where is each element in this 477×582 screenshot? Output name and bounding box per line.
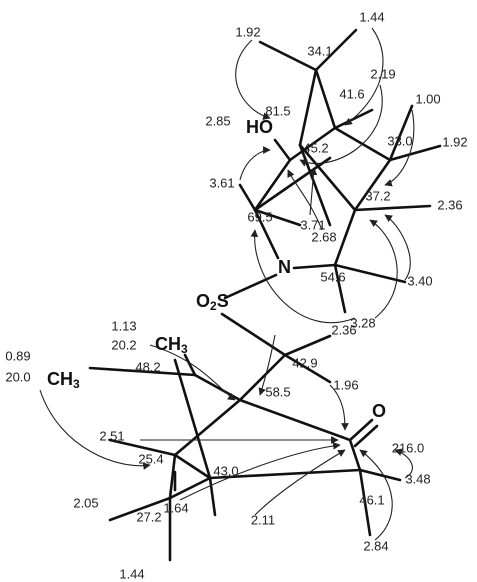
methyl-upper-sub: 3 bbox=[181, 342, 188, 356]
hydroxyl: HO bbox=[246, 117, 273, 137]
shift-label: 1.13 bbox=[111, 318, 136, 333]
shift-label: 69.5 bbox=[247, 209, 272, 224]
shift-label: 1.64 bbox=[163, 500, 188, 515]
methyl-upper-main: CH bbox=[155, 334, 181, 354]
methyl-left: CH3 bbox=[47, 369, 80, 391]
shift-label: 2.36 bbox=[437, 197, 462, 212]
shift-label: 48.2 bbox=[135, 359, 160, 374]
nitrogen: N bbox=[278, 257, 291, 277]
shift-label: 2.51 bbox=[99, 428, 124, 443]
shift-label: 1.44 bbox=[119, 566, 144, 581]
page: {"hydroxyl": "HO", "nitrogen": "N", "sul… bbox=[0, 0, 477, 582]
shift-label: 2.68 bbox=[311, 229, 336, 244]
shift-label: 46.1 bbox=[359, 492, 384, 507]
shift-label: 0.89 bbox=[5, 348, 30, 363]
shift-label: 1.44 bbox=[359, 9, 384, 24]
shift-label: 33.0 bbox=[387, 133, 412, 148]
shift-label: 2.19 bbox=[370, 66, 395, 81]
methyl-left-main: CH bbox=[47, 369, 73, 389]
shift-label: 45.2 bbox=[303, 140, 328, 155]
shift-label: 1.96 bbox=[333, 377, 358, 392]
shift-label: 81.5 bbox=[265, 103, 290, 118]
shift-label: 54.6 bbox=[320, 269, 345, 284]
shift-label: 41.6 bbox=[339, 86, 364, 101]
shift-label: 27.2 bbox=[136, 509, 161, 524]
shift-label: 42.9 bbox=[292, 355, 317, 370]
shift-label: 1.00 bbox=[415, 91, 440, 106]
shift-label: 25.4 bbox=[138, 451, 163, 466]
shift-label: 20.0 bbox=[5, 369, 30, 384]
structure-diagram: HO N O2S CH3 CH3 O 1.921.4434.12.1941.61… bbox=[0, 0, 477, 582]
top-shift-labels: 1.92 1.44 34.1 2.19 41.6 1.00 2.85 81.5 1.92 33.0… bbox=[205, 9, 467, 330]
shift-label: 2.36 bbox=[331, 322, 356, 337]
shift-label: 216.0 bbox=[392, 440, 425, 455]
shift-label: 1.92 bbox=[442, 134, 467, 149]
bottom-shift-labels: 1.13 20.2 2.36 0.89 20.0 48.2 42.9 1.96 58.5 2.51… bbox=[5, 318, 430, 581]
sulfonyl: O2S bbox=[196, 291, 229, 313]
carbonyl-oxygen: O bbox=[372, 401, 386, 421]
shift-label: 58.5 bbox=[265, 384, 290, 399]
sulfonyl-s: S bbox=[217, 291, 229, 311]
shift-label: 2.84 bbox=[363, 538, 388, 553]
shift-label: 2.11 bbox=[251, 512, 275, 527]
shift-label: 3.40 bbox=[407, 273, 432, 288]
shift-label: 34.1 bbox=[307, 43, 332, 58]
shift-label: 1.92 bbox=[235, 24, 260, 39]
shift-label: 3.61 bbox=[209, 175, 234, 190]
shift-label: 3.48 bbox=[405, 471, 430, 486]
methyl-upper: CH3 bbox=[155, 334, 188, 356]
shift-label: 2.05 bbox=[73, 495, 98, 510]
shift-label: 43.0 bbox=[213, 463, 238, 478]
sulfonyl-o: O bbox=[196, 291, 210, 311]
shift-label: 20.2 bbox=[111, 337, 136, 352]
shift-label: 2.85 bbox=[205, 113, 230, 128]
shift-label: 37.2 bbox=[365, 188, 390, 203]
methyl-left-sub: 3 bbox=[73, 377, 80, 391]
